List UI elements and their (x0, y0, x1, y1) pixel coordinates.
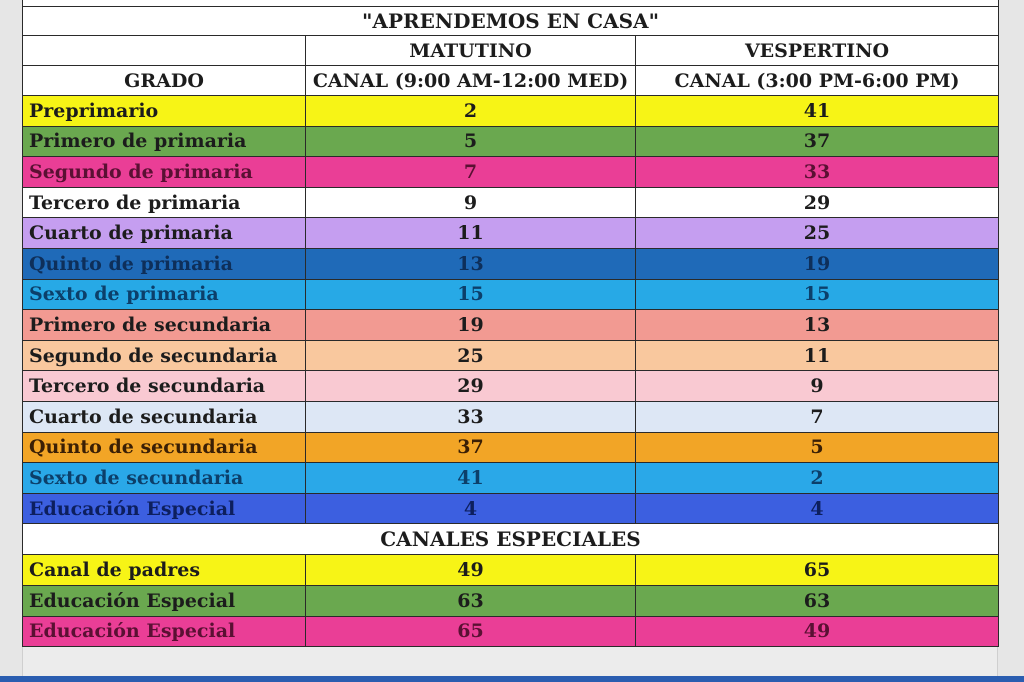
vespertino-channel-cell: 11 (634, 339, 1000, 372)
blank-header-cell (22, 35, 306, 66)
matutino-channel-cell: 13 (305, 247, 636, 280)
matutino-channel-cell: 49 (305, 554, 636, 586)
header-canal-vespertino: CANAL (3:00 PM-6:00 PM) (634, 65, 1000, 96)
table-row: Educación Especial 65 49 (22, 615, 1000, 648)
grado-cell: Canal de padres (22, 554, 306, 586)
matutino-channel-cell: 29 (305, 370, 636, 402)
table-row: Educación Especial 4 4 (22, 492, 1000, 525)
matutino-channel-cell: 2 (305, 95, 636, 127)
header-matutino: MATUTINO (305, 35, 636, 66)
vespertino-channel-cell: 41 (634, 95, 1000, 127)
matutino-channel-cell: 63 (305, 584, 636, 617)
table-row: Segundo de primaria 7 33 (22, 156, 1000, 188)
grado-cell: Educación Especial (22, 584, 306, 617)
grado-cell: Tercero de secundaria (22, 370, 306, 402)
matutino-channel-cell: 9 (305, 186, 636, 219)
vespertino-channel-cell: 13 (634, 309, 1000, 341)
vespertino-channel-cell: 4 (634, 492, 1000, 525)
grado-cell: Tercero de primaria (22, 186, 306, 219)
table-row: Tercero de secundaria 29 9 (22, 370, 1000, 402)
vespertino-channel-cell: 25 (634, 217, 1000, 249)
vespertino-channel-cell: 2 (634, 462, 1000, 494)
table-title: "APRENDEMOS EN CASA" (21, 6, 1000, 36)
vespertino-channel-cell: 5 (634, 431, 1000, 464)
table-row: Segundo de secundaria 25 11 (22, 339, 1000, 372)
grado-cell: Quinto de primaria (22, 247, 306, 280)
grado-cell: Quinto de secundaria (22, 431, 306, 464)
grado-cell: Primero de secundaria (22, 309, 306, 341)
grado-cell: Sexto de primaria (22, 278, 306, 311)
grado-cell: Cuarto de primaria (22, 217, 306, 249)
matutino-channel-cell: 65 (305, 615, 636, 648)
grado-cell: Segundo de primaria (22, 156, 306, 188)
schedule-sheet: "APRENDEMOS EN CASA" MATUTINO VESPERTINO… (21, 0, 1000, 648)
table-row: Cuarto de primaria 11 25 (22, 217, 1000, 249)
vespertino-channel-cell: 37 (634, 125, 1000, 158)
left-margin (0, 0, 23, 676)
matutino-channel-cell: 7 (305, 156, 636, 188)
title-row: "APRENDEMOS EN CASA" (21, 6, 1000, 36)
header-canal-matutino: CANAL (9:00 AM-12:00 MED) (305, 65, 636, 96)
schedule-table: "APRENDEMOS EN CASA" MATUTINO VESPERTINO… (21, 0, 1000, 648)
header-grado: GRADO (22, 65, 306, 96)
table-row: Educación Especial 63 63 (22, 584, 1000, 617)
matutino-channel-cell: 25 (305, 339, 636, 372)
table-row: Preprimario 2 41 (22, 95, 1000, 127)
vespertino-channel-cell: 9 (634, 370, 1000, 402)
grado-cell: Cuarto de secundaria (22, 400, 306, 433)
grado-cell: Primero de primaria (22, 125, 306, 158)
matutino-channel-cell: 33 (305, 400, 636, 433)
matutino-channel-cell: 11 (305, 217, 636, 249)
grado-cell: Educación Especial (22, 492, 306, 525)
matutino-channel-cell: 41 (305, 462, 636, 494)
table-row: Quinto de primaria 13 19 (22, 247, 1000, 280)
vespertino-channel-cell: 29 (634, 186, 1000, 219)
matutino-channel-cell: 37 (305, 431, 636, 464)
bottom-bar (0, 676, 1024, 682)
table-row: Primero de secundaria 19 13 (22, 309, 1000, 341)
matutino-channel-cell: 4 (305, 492, 636, 525)
matutino-channel-cell: 19 (305, 309, 636, 341)
header-vespertino: VESPERTINO (634, 35, 1000, 66)
matutino-channel-cell: 15 (305, 278, 636, 311)
table-row: Tercero de primaria 9 29 (22, 186, 1000, 219)
table-row: Primero de primaria 5 37 (22, 125, 1000, 158)
special-channels-title: CANALES ESPECIALES (21, 523, 1000, 556)
vespertino-channel-cell: 63 (634, 584, 1000, 617)
vespertino-channel-cell: 19 (634, 247, 1000, 280)
table-row: Sexto de secundaria 41 2 (22, 462, 1000, 494)
matutino-channel-cell: 5 (305, 125, 636, 158)
table-row: Quinto de secundaria 37 5 (22, 431, 1000, 464)
vespertino-channel-cell: 65 (634, 554, 1000, 586)
right-margin (997, 0, 1024, 676)
table-row: Cuarto de secundaria 33 7 (22, 400, 1000, 433)
grado-cell: Preprimario (22, 95, 306, 127)
table-row: Sexto de primaria 15 15 (22, 278, 1000, 311)
grado-cell: Sexto de secundaria (22, 462, 306, 494)
vespertino-channel-cell: 33 (634, 156, 1000, 188)
table-row: Canal de padres 49 65 (22, 554, 1000, 586)
header-row-2: GRADO CANAL (9:00 AM-12:00 MED) CANAL (3… (22, 65, 1000, 96)
special-channels-title-row: CANALES ESPECIALES (21, 523, 1000, 556)
vespertino-channel-cell: 49 (634, 615, 1000, 648)
grado-cell: Educación Especial (22, 615, 306, 648)
vespertino-channel-cell: 7 (634, 400, 1000, 433)
grado-cell: Segundo de secundaria (22, 339, 306, 372)
header-row-1: MATUTINO VESPERTINO (22, 35, 1000, 66)
vespertino-channel-cell: 15 (634, 278, 1000, 311)
